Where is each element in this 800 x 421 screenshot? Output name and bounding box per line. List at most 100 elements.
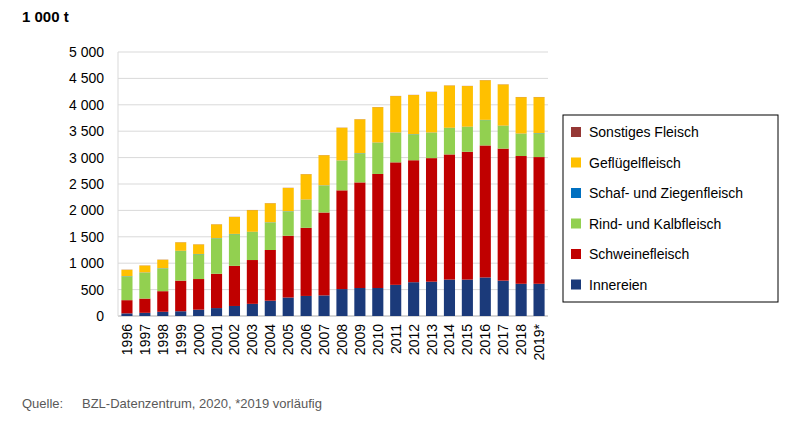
bar-segment: [336, 128, 347, 161]
x-tick-label: 2005: [280, 324, 296, 355]
bar-segment: [265, 250, 276, 301]
bar-segment: [283, 187, 294, 188]
bar-segment: [516, 97, 527, 133]
bar-segment: [444, 128, 455, 154]
bar-segment: [444, 85, 455, 86]
bar-segment: [354, 153, 365, 182]
y-tick-label: 1 500: [69, 229, 104, 245]
bar-segment: [193, 254, 204, 279]
source-label: Quelle:: [22, 396, 63, 411]
bar-segment: [157, 291, 168, 312]
bar-segment: [533, 157, 544, 284]
bar-segment: [229, 306, 240, 316]
bar-segment: [408, 282, 419, 316]
x-tick-label: 2000: [191, 324, 207, 355]
bar-segment: [336, 127, 347, 128]
bar-segment: [533, 133, 544, 157]
x-tick-label: 1999: [173, 324, 189, 355]
legend-label: Rind- und Kalbfleisch: [589, 216, 721, 232]
bar-segment: [354, 182, 365, 288]
bar-segment: [139, 266, 150, 273]
y-axis-label: 1 000 t: [22, 8, 69, 25]
bar-segment: [211, 224, 222, 238]
bar-segment: [283, 211, 294, 235]
bar-segment: [516, 96, 527, 97]
y-tick-label: 4 500: [69, 70, 104, 86]
x-tick-label: 1996: [119, 324, 135, 355]
bar-segment: [283, 298, 294, 316]
source: BZL-Datenzentrum, 2020, *2019 vorläufig: [82, 396, 322, 411]
x-tick-label: 2014: [441, 324, 457, 355]
legend-swatch: [571, 158, 581, 168]
x-tick-label: 2006: [298, 324, 314, 355]
bar-segment: [157, 259, 168, 260]
y-tick-label: 4 000: [69, 97, 104, 113]
bar-segment: [533, 284, 544, 316]
bar-segment: [139, 313, 150, 316]
bar-segment: [390, 133, 401, 163]
bar-segment: [121, 276, 132, 300]
bar-segment: [301, 174, 312, 199]
bar-segment: [426, 91, 437, 92]
bars: [121, 80, 544, 316]
bar-segment: [336, 289, 347, 316]
bar-segment: [336, 161, 347, 191]
bar-segment: [426, 158, 437, 282]
bar-segment: [139, 299, 150, 313]
bar-segment: [229, 217, 240, 234]
bar-segment: [265, 203, 276, 204]
bar-segment: [301, 228, 312, 296]
bar-segment: [426, 92, 437, 133]
bar-segment: [121, 313, 132, 316]
x-tick-label: 2008: [334, 324, 350, 355]
bar-segment: [354, 119, 365, 153]
bar-segment: [516, 134, 527, 156]
bar-segment: [175, 242, 186, 243]
x-tick-label: 2004: [262, 324, 278, 355]
y-tick-label: 5 000: [69, 44, 104, 60]
x-tick-label: 2003: [244, 324, 260, 355]
bar-segment: [498, 84, 509, 125]
bar-segment: [390, 162, 401, 284]
x-tick-label: 2009: [352, 324, 368, 355]
bar-segment: [318, 155, 329, 185]
bar-segment: [211, 224, 222, 225]
x-tick-label: 2018: [513, 324, 529, 355]
bar-segment: [408, 94, 419, 95]
legend-swatch: [571, 188, 581, 198]
bar-segment: [498, 281, 509, 316]
bar-segment: [498, 149, 509, 281]
y-tick-label: 1 000: [69, 255, 104, 271]
bar-segment: [247, 232, 258, 260]
bar-segment: [157, 268, 168, 291]
legend-swatch: [571, 280, 581, 290]
x-tick-label: 2011: [388, 324, 404, 354]
bar-segment: [175, 251, 186, 281]
y-axis-line: [118, 52, 119, 316]
bar-segment: [318, 155, 329, 156]
bar-segment: [426, 282, 437, 316]
bar-segment: [193, 244, 204, 245]
bar-segment: [354, 119, 365, 120]
bar-segment: [498, 84, 509, 85]
bar-segment: [247, 304, 258, 316]
bar-segment: [139, 265, 150, 266]
legend-label: Sonstiges Fleisch: [589, 124, 699, 140]
bar-segment: [193, 279, 204, 310]
bar-segment: [498, 126, 509, 149]
grid-line: [118, 78, 548, 79]
bar-segment: [462, 280, 473, 316]
bar-segment: [121, 300, 132, 313]
bar-segment: [462, 86, 473, 127]
legend-label: Geflügelfleisch: [589, 155, 681, 171]
legend-swatch: [571, 249, 581, 259]
bar-segment: [354, 288, 365, 316]
bar-segment: [408, 134, 419, 160]
bar-segment: [480, 120, 491, 145]
bar-segment: [247, 209, 258, 210]
x-tick-label: 2016: [477, 324, 493, 355]
x-tick-label: 2010: [370, 324, 386, 355]
bar-segment: [390, 285, 401, 316]
y-tick-label: 500: [81, 282, 105, 298]
bar-segment: [480, 277, 491, 316]
